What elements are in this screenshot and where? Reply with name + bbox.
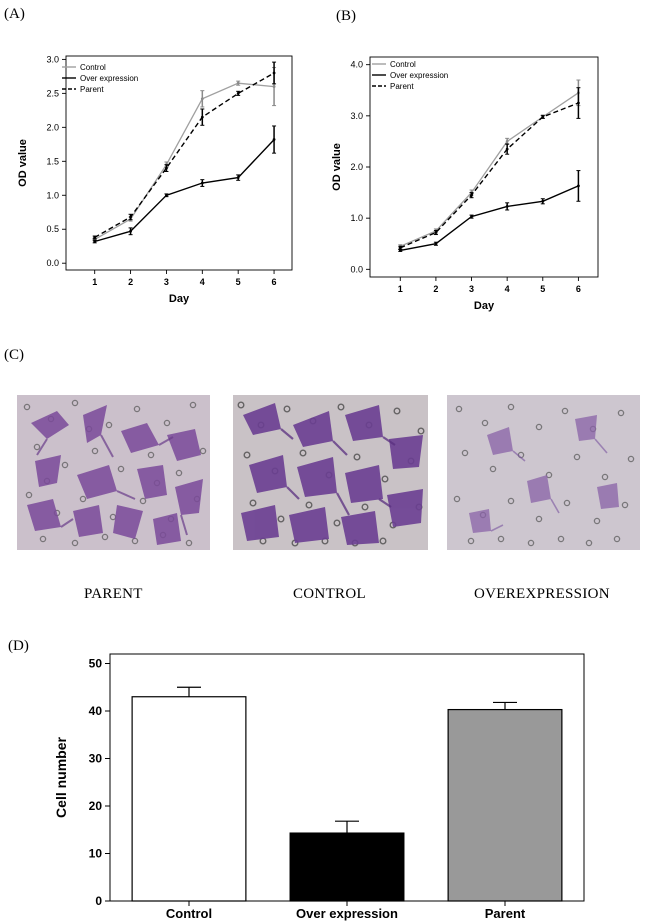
- legend-label-1: Over expression: [390, 71, 448, 80]
- y-tick-label: 20: [89, 799, 103, 813]
- y-tick-label: 1.5: [46, 156, 59, 166]
- data-point: [272, 138, 276, 141]
- caption-control: CONTROL: [293, 586, 366, 602]
- legend-label-2: Parent: [80, 85, 104, 94]
- data-point: [505, 204, 509, 208]
- y-tick-label: 3.0: [350, 111, 363, 121]
- micrograph-parent: [17, 395, 210, 550]
- y-tick-label: 2.0: [350, 162, 363, 172]
- y-tick-label: 3.0: [46, 54, 59, 64]
- y-tick-label: 4.0: [350, 60, 363, 70]
- data-point: [93, 235, 97, 239]
- panel-c-label: (C): [4, 347, 24, 363]
- x-tick-label: Control: [166, 906, 212, 921]
- series-line-0: [94, 82, 275, 240]
- panel-a-label: (A): [4, 6, 25, 22]
- micrograph-control-image: [233, 395, 428, 550]
- legend-label-1: Over expression: [80, 74, 138, 83]
- x-tick-label: 5: [236, 277, 241, 287]
- data-point: [505, 140, 509, 143]
- plot-frame: [65, 55, 293, 271]
- y-tick-label: 1.0: [350, 213, 363, 223]
- caption-overexpression: OVEREXPRESSION: [474, 586, 610, 602]
- x-tick-label: Over expression: [296, 906, 398, 921]
- data-point: [541, 199, 545, 203]
- bar-1: [289, 832, 405, 902]
- x-tick-label: 1: [398, 284, 403, 294]
- panel-b-label: (B): [336, 8, 356, 24]
- data-point: [200, 97, 204, 101]
- x-tick-label: 3: [469, 284, 474, 294]
- y-tick-label: 0: [95, 894, 102, 908]
- series-line-1: [94, 139, 275, 243]
- micrograph-overexpression: [447, 395, 640, 550]
- chart-a: 0.0 0.5 1.0 1.5 2.0 2.5 3.0 1 2 3 4 5 6 Day OD value Co…: [17, 54, 293, 305]
- y-tick-label: 1.0: [46, 190, 59, 200]
- bar-0: [131, 696, 247, 902]
- data-point: [541, 115, 545, 119]
- y-tick-label: 30: [89, 752, 103, 766]
- y-tick-label: 40: [89, 704, 103, 718]
- data-point: [129, 229, 132, 233]
- x-tick-label: 1: [92, 277, 97, 287]
- x-tick-label: 2: [433, 284, 438, 294]
- data-point: [272, 71, 276, 75]
- x-tick-label: 6: [576, 284, 581, 294]
- y-tick-label: 2.5: [46, 88, 59, 98]
- data-point: [165, 166, 168, 170]
- series-line-1: [400, 185, 579, 252]
- x-tick-label: 3: [164, 277, 169, 287]
- micrograph-control: [233, 395, 428, 550]
- series-line-0: [400, 92, 579, 247]
- data-point: [470, 193, 473, 197]
- caption-parent: PARENT: [84, 586, 143, 602]
- y-tick-label: 0.0: [46, 258, 59, 268]
- data-point: [272, 85, 276, 88]
- data-point: [200, 181, 204, 185]
- y-axis-label: OD value: [331, 143, 343, 191]
- micrograph-overexpression-image: [447, 395, 640, 550]
- data-point: [93, 240, 97, 243]
- y-axis-label: OD value: [17, 139, 29, 187]
- chart-b: 0.0 1.0 2.0 3.0 4.0 1 2 3 4 5 6 Day OD value Control O…: [331, 56, 599, 312]
- y-tick-label: 10: [89, 847, 103, 861]
- data-point: [129, 215, 132, 219]
- x-tick-label: 4: [505, 284, 510, 294]
- data-point: [577, 101, 580, 105]
- y-tick-label: 0.0: [350, 264, 363, 274]
- y-axis-label: Cell number: [53, 736, 69, 817]
- x-axis-label: Day: [169, 293, 190, 305]
- legend-label-2: Parent: [390, 82, 414, 91]
- series-line-2: [400, 102, 579, 249]
- bar-2: [447, 708, 563, 902]
- legend-label-0: Control: [80, 63, 106, 72]
- x-tick-label: 4: [200, 277, 205, 287]
- x-tick-label: 6: [272, 277, 277, 287]
- panel-d-label: (D): [8, 638, 29, 654]
- data-point: [577, 184, 580, 188]
- chart-d: 0 10 20 30 40 50 Cell number Control Over expres…: [53, 653, 585, 921]
- x-tick-label: Parent: [485, 906, 526, 921]
- data-point: [470, 215, 473, 219]
- y-tick-label: 50: [89, 657, 103, 671]
- data-point: [505, 147, 509, 151]
- x-tick-label: 5: [540, 284, 545, 294]
- data-point: [165, 193, 168, 197]
- micrograph-parent-image: [17, 395, 210, 550]
- y-tick-label: 2.0: [46, 122, 59, 132]
- series-line-2: [94, 72, 275, 239]
- data-point: [236, 176, 240, 180]
- data-point: [236, 91, 240, 95]
- data-point: [434, 242, 438, 246]
- data-point: [398, 246, 402, 250]
- data-point: [236, 81, 240, 85]
- x-tick-label: 2: [128, 277, 133, 287]
- y-tick-label: 0.5: [46, 224, 59, 234]
- x-axis-label: Day: [474, 300, 495, 312]
- data-point: [434, 231, 438, 234]
- legend-label-0: Control: [390, 60, 416, 69]
- data-point: [200, 115, 204, 119]
